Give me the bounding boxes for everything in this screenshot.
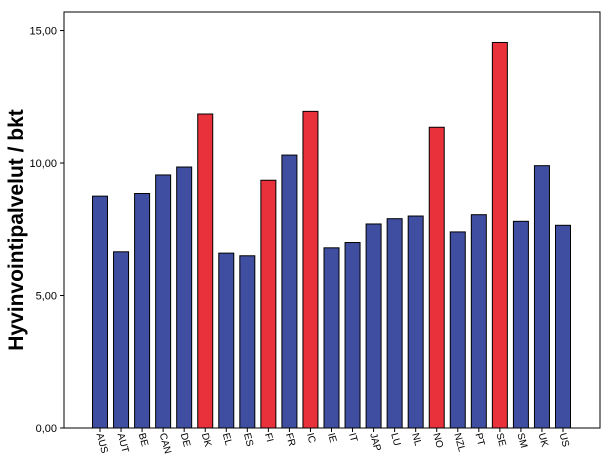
bar-it [344,242,361,429]
bar-jap [365,223,382,429]
bar-us [555,224,571,429]
bar-pt [470,214,487,429]
bar-se [491,41,508,429]
y-tick-label: 0,00 [36,423,57,435]
bar-ic [302,110,319,429]
bar-ie [323,247,340,429]
x-tick-label-it: IT [346,432,359,443]
x-tick-label-sm: SM [515,432,530,449]
x-tick-label-ic: IC [304,432,317,445]
x-tick-label-lu: LU [388,432,402,447]
x-tick-label-uk: UK [536,432,550,449]
bar-aut [113,251,130,429]
x-tick-label-de: DE [178,432,192,449]
bar-no [428,126,445,429]
bar-uk [533,165,550,429]
bar-de [176,166,193,429]
y-axis-title: Hyvinvointipalvelut / bkt [5,109,28,351]
x-tick-label-dk: DK [199,432,213,449]
x-tick-label-us: US [557,432,571,449]
x-tick-label-no: NO [430,432,445,450]
bar-nzl [449,231,466,429]
y-tick-label: 10,00 [29,158,57,170]
x-tick-label-jap: JAP [367,432,382,453]
bar-sm [512,220,529,429]
y-tick-label: 5,00 [36,291,57,303]
x-tick-label-fr: FR [283,432,297,448]
x-tick-label-nl: NL [409,432,423,448]
x-tick-label-el: EL [220,432,234,447]
x-tick-label-be: BE [136,432,150,448]
bar-aus [92,195,108,429]
bar-fr [281,154,298,429]
x-tick-label-fi: FI [262,432,275,443]
x-tick-label-se: SE [493,432,507,448]
bar-lu [386,218,403,429]
bar-dk [197,113,214,429]
x-tick-label-nzl: NZL [451,432,467,454]
x-tick-label-es: ES [241,432,255,448]
bar-be [134,193,151,429]
x-tick-label-ie: IE [325,432,338,444]
bar-nl [407,215,424,429]
bar-can [155,174,172,429]
x-tick-label-aut: AUT [115,432,131,454]
y-tick-label: 15,00 [29,26,57,38]
bar-es [239,255,256,429]
bar-el [218,252,235,429]
x-tick-label-can: CAN [157,432,173,455]
x-tick-label-pt: PT [472,432,486,447]
x-tick-label-aus: AUS [94,432,110,455]
bar-fi [260,179,277,429]
